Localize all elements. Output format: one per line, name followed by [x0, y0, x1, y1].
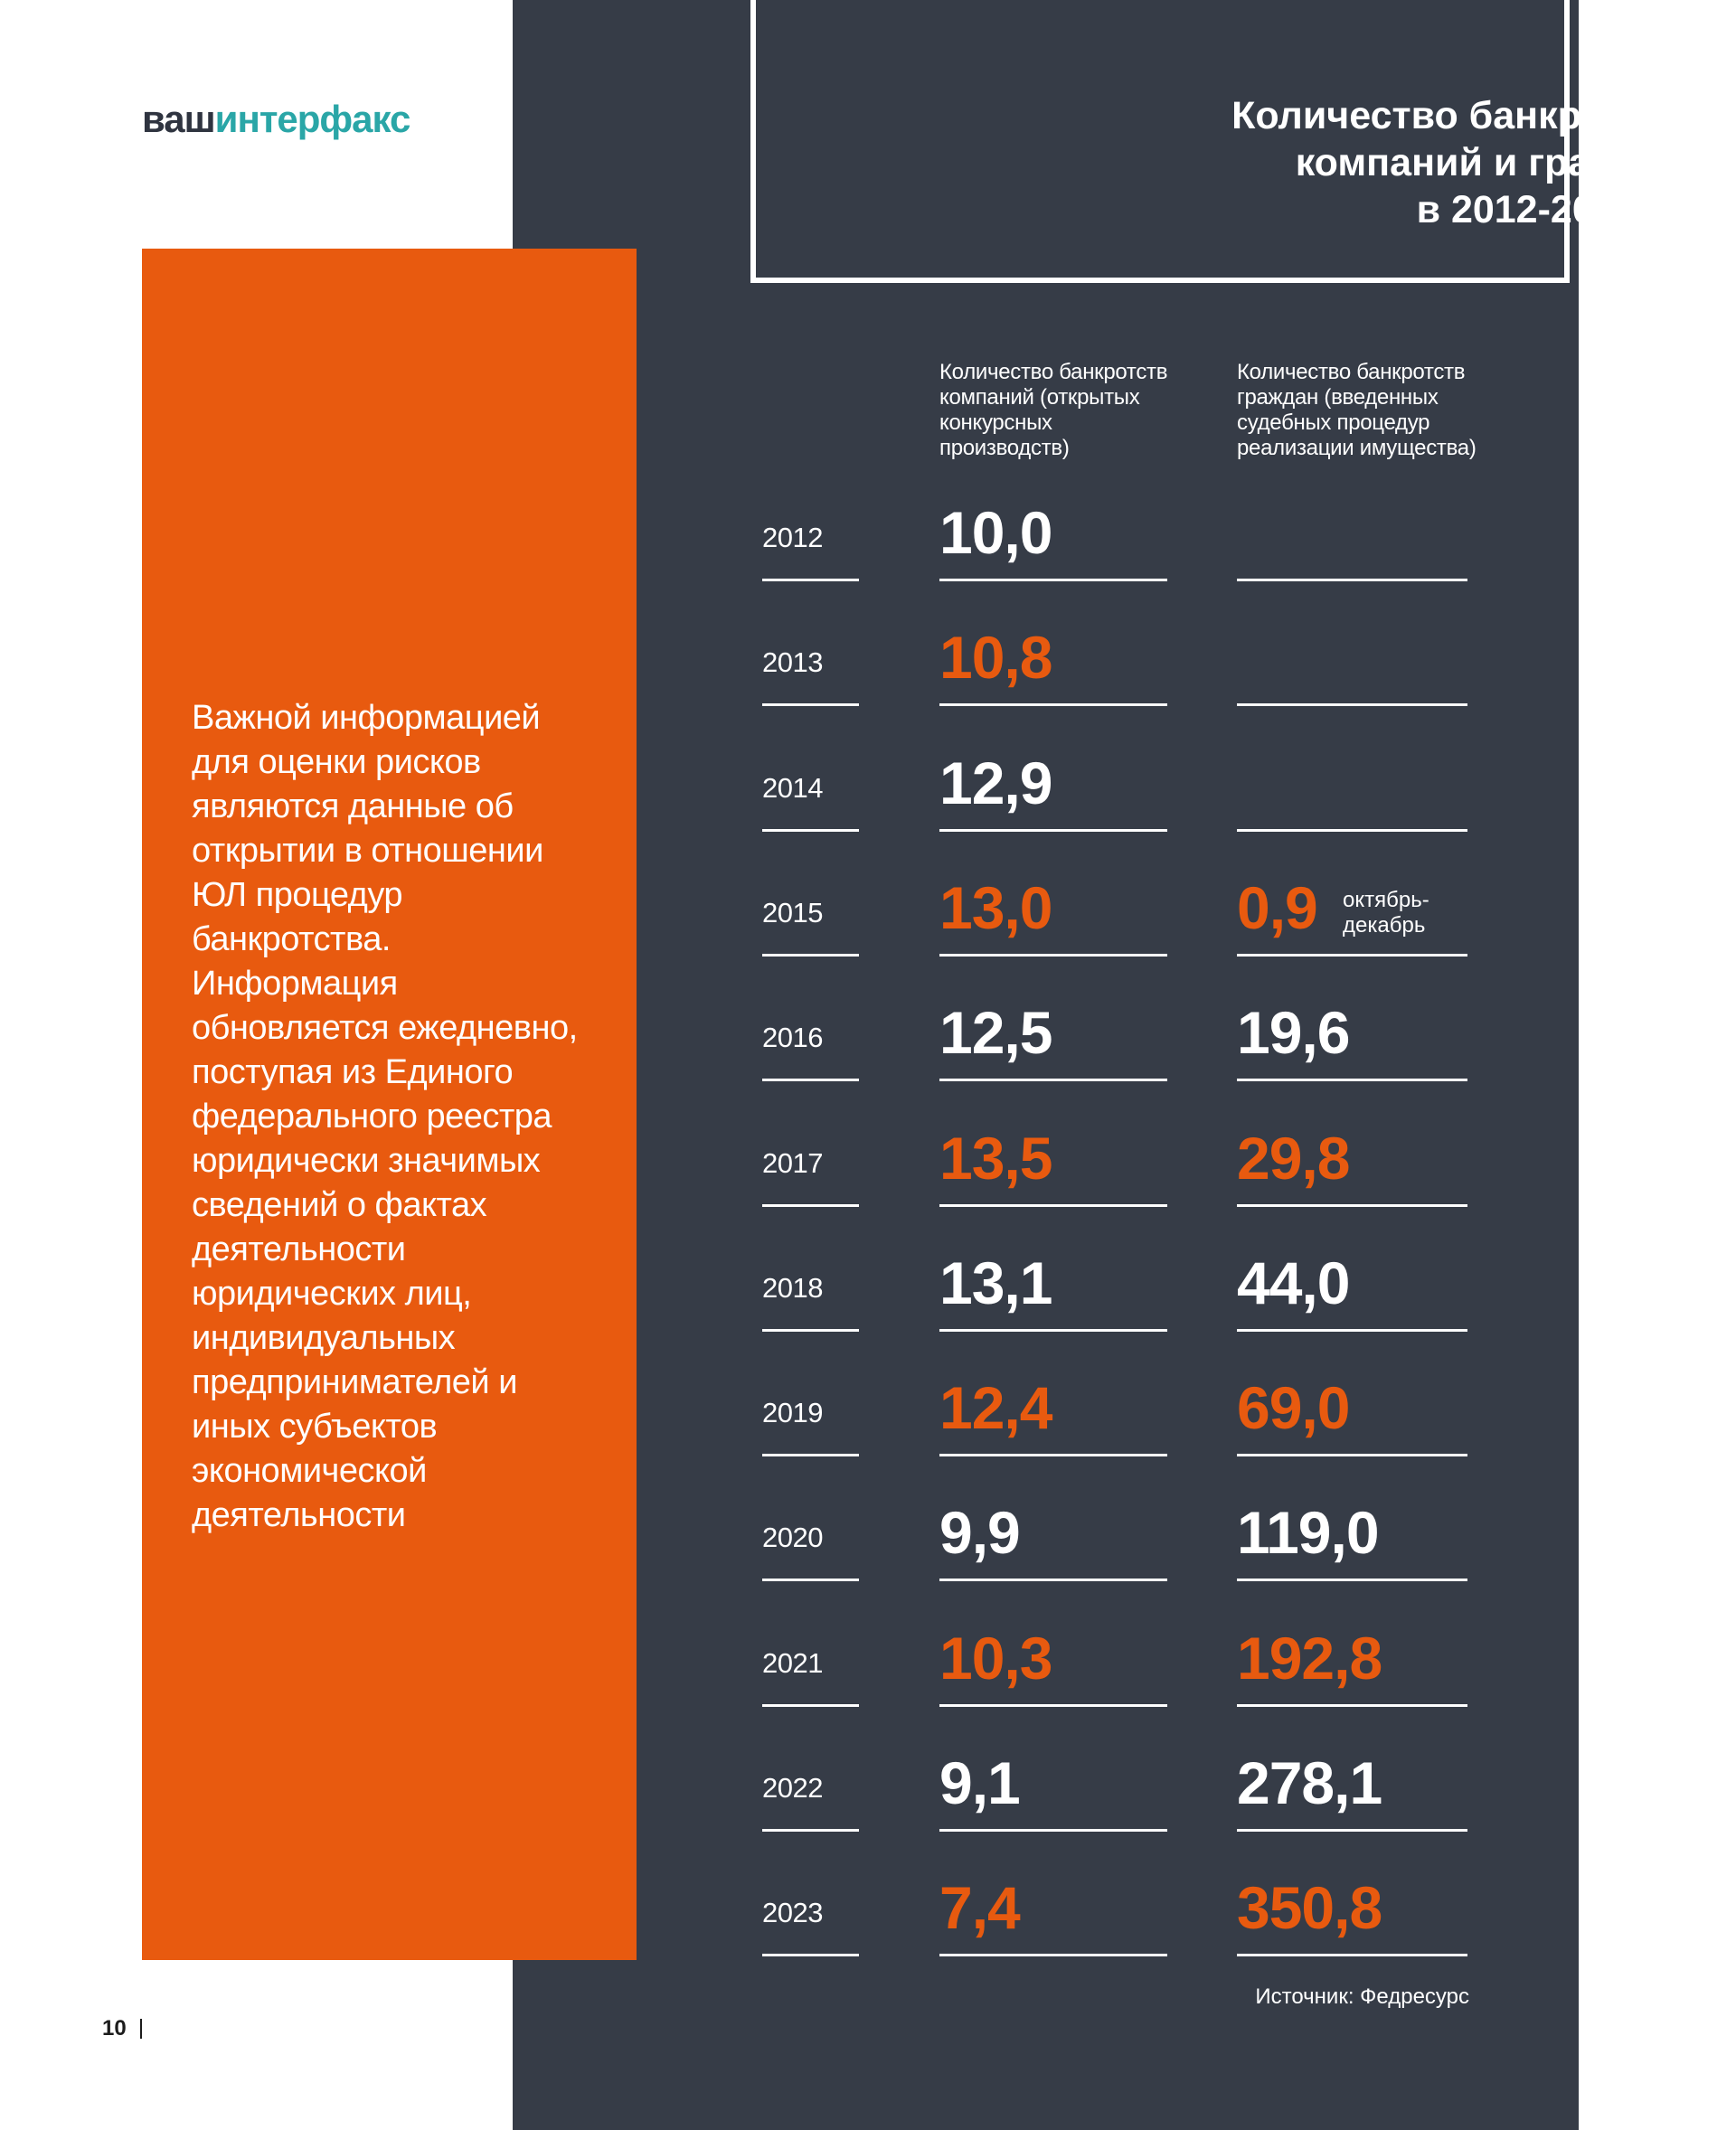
row-year: 2017 [762, 1146, 823, 1179]
table-row: 2019 12,4 69,0 [762, 1332, 1467, 1457]
row-divider [1237, 1579, 1467, 1582]
row-divider [939, 1079, 1167, 1082]
page-title: Количество банкротств компаний и граждан… [1231, 94, 1687, 231]
row-divider [762, 1203, 859, 1207]
page-number: 10 [102, 2016, 127, 2040]
row-divider [939, 703, 1167, 707]
row-year: 2013 [762, 646, 823, 679]
row-divider [762, 703, 859, 707]
row-year: 2014 [762, 771, 823, 804]
row-year: 2022 [762, 1772, 823, 1804]
row-divider [1237, 1079, 1467, 1082]
row-divider [1237, 1954, 1467, 1957]
row-divider [1237, 1328, 1467, 1332]
companies-value: 10,3 [939, 1624, 1052, 1692]
row-divider [939, 828, 1167, 832]
brand-part-2: интерфакс [214, 98, 411, 140]
row-divider [762, 1829, 859, 1832]
companies-value: 9,1 [939, 1749, 1021, 1816]
row-divider [939, 1328, 1167, 1332]
row-divider [762, 1328, 859, 1332]
citizens-value: 350,8 [1237, 1874, 1382, 1942]
companies-value: 13,1 [939, 1249, 1052, 1316]
row-divider [939, 1954, 1167, 1957]
row-year: 2021 [762, 1646, 823, 1679]
row-divider [1237, 1203, 1467, 1207]
row-divider [939, 1203, 1167, 1207]
row-year: 2019 [762, 1397, 823, 1429]
row-year: 2023 [762, 1897, 823, 1929]
row-divider [939, 1454, 1167, 1457]
citizens-value: 29,8 [1237, 1124, 1350, 1192]
citizens-value: 0,9 [1237, 873, 1318, 941]
companies-value: 9,9 [939, 1499, 1021, 1567]
companies-value: 12,5 [939, 999, 1052, 1067]
citizens-value: 44,0 [1237, 1249, 1350, 1316]
brand-logo: вашинтерфакс [142, 98, 410, 141]
table-row: 2021 10,3 192,8 [762, 1582, 1467, 1707]
row-divider [1237, 1454, 1467, 1457]
row-year: 2012 [762, 522, 823, 553]
table-row: 2014 12,9 [762, 707, 1467, 832]
row-divider [762, 1703, 859, 1707]
citizens-value: 69,0 [1237, 1374, 1350, 1442]
row-year: 2020 [762, 1522, 823, 1554]
row-divider [762, 579, 859, 581]
row-year: 2016 [762, 1022, 823, 1054]
table-row: 2017 13,5 29,8 [762, 1082, 1467, 1207]
citizens-value: 119,0 [1237, 1499, 1380, 1567]
table-row: 2018 13,1 44,0 [762, 1207, 1467, 1332]
row-divider [939, 579, 1167, 581]
row-divider [1237, 579, 1467, 581]
companies-value: 7,4 [939, 1874, 1021, 1942]
row-divider [762, 1579, 859, 1582]
companies-value: 10,0 [939, 499, 1052, 566]
column-header-citizens: Количество банкротств граждан (введенных… [1237, 360, 1477, 460]
citizens-value: 19,6 [1237, 999, 1350, 1067]
table-row: 2016 12,5 19,6 [762, 957, 1467, 1082]
table-row: 2023 7,4 350,8 [762, 1832, 1467, 1957]
row-divider [1237, 1829, 1467, 1832]
row-divider [762, 1954, 859, 1957]
row-year: 2015 [762, 896, 823, 928]
companies-value: 12,4 [939, 1374, 1052, 1442]
source-note: Источник: Федресурс [1255, 1984, 1469, 2009]
period-note: октябрь- декабрь [1343, 887, 1429, 938]
info-text: Важной информацией для оценки рисков явл… [192, 699, 578, 1534]
brand-part-1: ваш [142, 98, 216, 140]
row-divider [1237, 703, 1467, 707]
row-divider [1237, 1703, 1467, 1707]
table-row: 2013 10,8 [762, 581, 1467, 707]
table-row: 2022 9,1 278,1 [762, 1707, 1467, 1832]
row-year: 2018 [762, 1271, 823, 1304]
row-divider [762, 828, 859, 832]
citizens-value: 192,8 [1237, 1624, 1382, 1692]
row-divider [762, 953, 859, 957]
table-row: 2012 10,0 [762, 457, 1467, 581]
page-number-separator [140, 2019, 142, 2039]
row-divider [1237, 953, 1467, 957]
companies-value: 12,9 [939, 749, 1052, 816]
dark-panel [513, 0, 1579, 2130]
citizens-value: 278,1 [1237, 1749, 1382, 1816]
info-panel: Важной информацией для оценки рисков явл… [142, 249, 637, 1960]
companies-value: 13,5 [939, 1124, 1052, 1192]
row-divider [939, 1579, 1167, 1582]
companies-value: 10,8 [939, 624, 1052, 692]
row-divider [762, 1079, 859, 1082]
table-row: 2020 9,9 119,0 [762, 1456, 1467, 1582]
row-divider [939, 1829, 1167, 1832]
row-divider [762, 1454, 859, 1457]
companies-value: 13,0 [939, 873, 1052, 941]
row-divider [939, 953, 1167, 957]
row-divider [1237, 828, 1467, 832]
table-row: 2015 13,0 0,9 октябрь- декабрь [762, 832, 1467, 957]
column-header-companies: Количество банкротств компаний (открытых… [939, 360, 1168, 460]
title-frame [750, 0, 1570, 283]
row-divider [939, 1703, 1167, 1707]
